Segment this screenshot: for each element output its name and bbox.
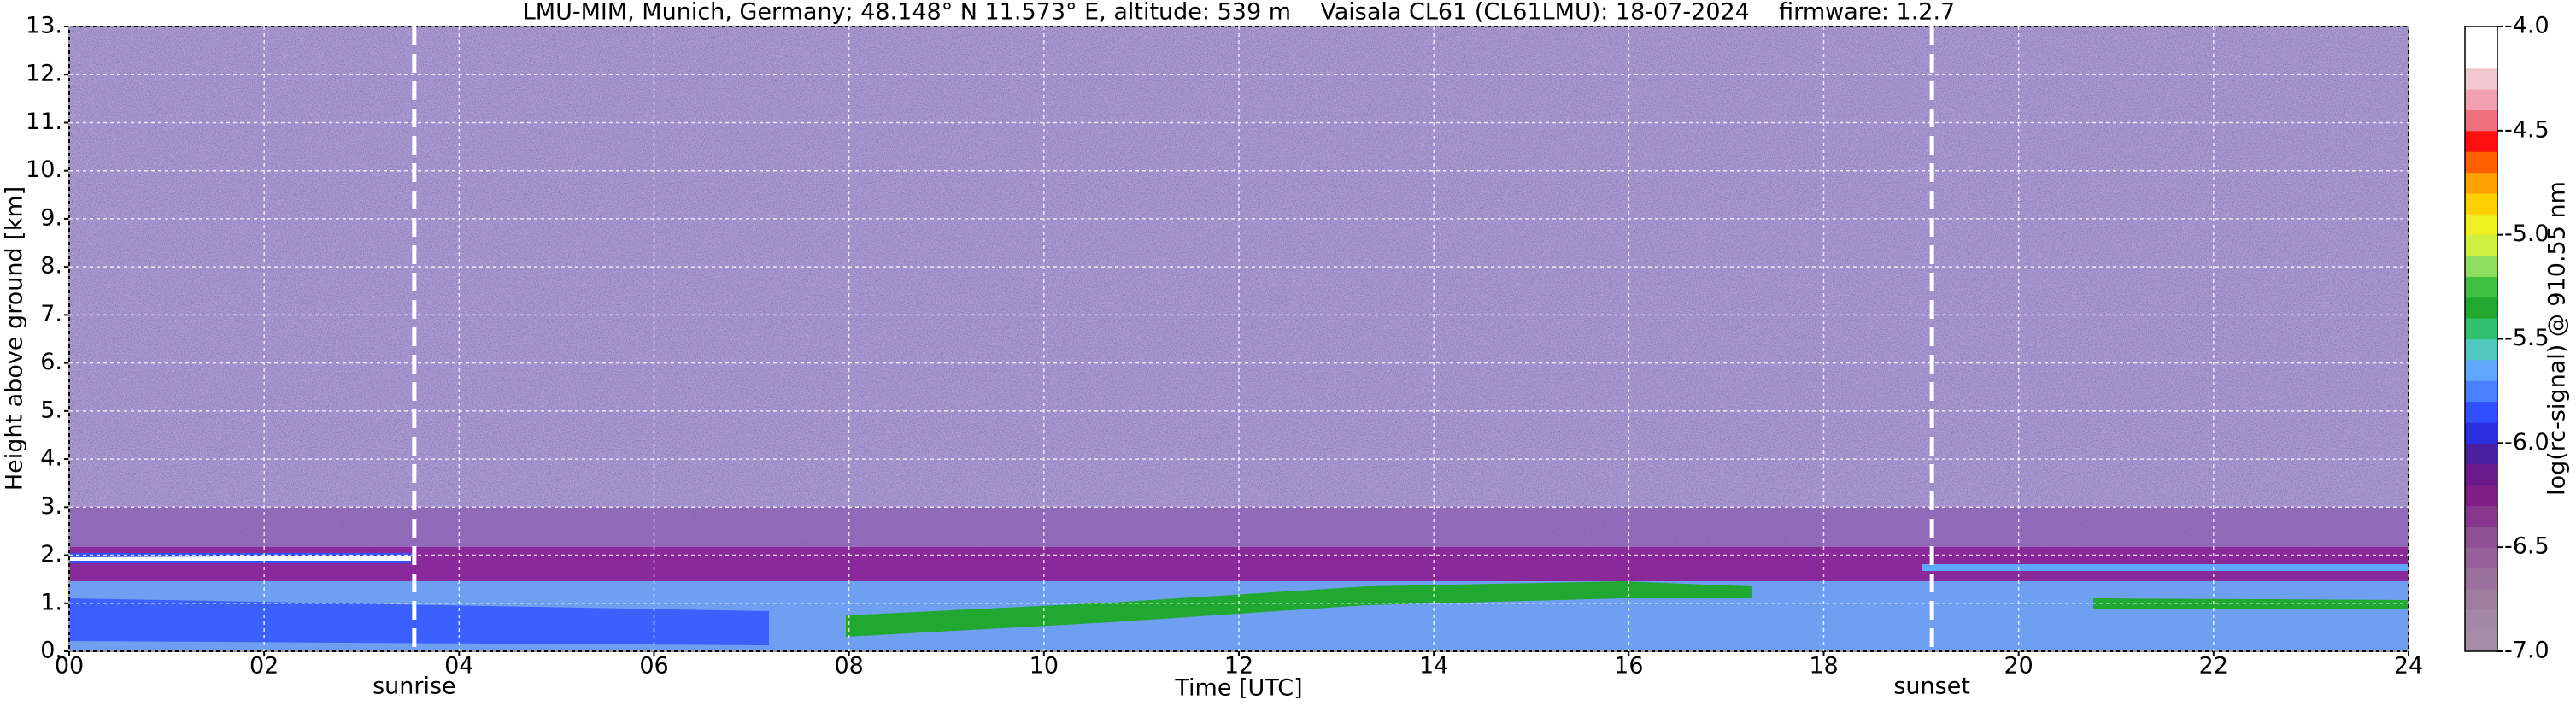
colorbar-swatch — [2465, 109, 2497, 132]
y-tick-label: 0. — [40, 638, 62, 664]
colorbar-swatch — [2465, 547, 2497, 569]
y-tick-label: 6. — [40, 349, 62, 375]
y-axis-label: Height above ground [km] — [2, 186, 28, 491]
colorbar-swatch — [2465, 505, 2497, 527]
y-tick-label: 11. — [26, 109, 62, 135]
x-tick-label: 14 — [1419, 653, 1448, 680]
x-tick-label: 24 — [2394, 653, 2423, 680]
x-tick-label: 16 — [1614, 653, 1643, 680]
colorbar-swatch — [2465, 463, 2497, 485]
colorbar-swatch — [2465, 130, 2497, 152]
annotation-label: sunset — [1893, 674, 1970, 700]
colorbar-swatch — [2465, 151, 2497, 174]
colorbar-swatch — [2465, 192, 2497, 215]
colorbar-tick-label: -6.5 — [2504, 533, 2550, 560]
colorbar-tick-label: -5.0 — [2504, 221, 2550, 247]
colorbar-swatch — [2465, 485, 2497, 506]
y-tick-label: 2. — [40, 541, 62, 568]
colorbar-tick-label: -5.5 — [2504, 325, 2550, 351]
colorbar-swatch — [2465, 338, 2497, 361]
y-tick-label: 4. — [40, 445, 62, 472]
x-tick-label: 08 — [834, 653, 863, 680]
y-tick-label: 5. — [40, 397, 62, 423]
colorbar-swatch — [2465, 214, 2497, 236]
x-tick-label: 00 — [55, 653, 84, 680]
colorbar-swatch — [2465, 588, 2497, 610]
colorbar-tick-label: -4.0 — [2504, 13, 2550, 39]
y-tick-label: 10. — [26, 156, 62, 183]
y-tick-label: 13. — [26, 13, 62, 39]
colorbar-swatch — [2465, 256, 2497, 277]
colorbar-swatch — [2465, 68, 2497, 90]
x-tick-label: 02 — [249, 653, 279, 680]
y-tick-label: 1. — [40, 589, 62, 615]
colorbar-swatch — [2465, 89, 2497, 110]
colorbar-swatch — [2465, 401, 2497, 423]
x-tick-label: 12 — [1224, 653, 1253, 680]
x-tick-label: 20 — [2004, 653, 2033, 680]
colorbar-label: log(rc-signal) @ 910.55 nm — [2544, 181, 2571, 496]
colorbar-tick-label: -4.5 — [2504, 116, 2550, 143]
colorbar-swatch — [2465, 380, 2497, 403]
colorbar-tick-label: -6.0 — [2504, 429, 2550, 456]
colorbar-swatch — [2465, 359, 2497, 381]
colorbar-swatch — [2465, 26, 2497, 48]
x-tick-label: 04 — [444, 653, 473, 680]
x-tick-label: 18 — [1809, 653, 1838, 680]
colorbar-swatch — [2465, 568, 2497, 590]
colorbar-swatch — [2465, 172, 2497, 194]
heatmap — [69, 26, 2409, 651]
colorbar-swatch — [2465, 297, 2497, 319]
y-tick-label: 9. — [40, 204, 62, 231]
annotation-label: sunrise — [373, 674, 456, 700]
colorbar-swatch — [2465, 318, 2497, 339]
colorbar-swatch — [2465, 609, 2497, 632]
colorbar-swatch — [2465, 234, 2497, 256]
colorbar-swatch — [2465, 526, 2497, 548]
colorbar-swatch — [2465, 47, 2497, 69]
y-tick-label: 12. — [26, 61, 62, 87]
chart-title: LMU-MIM, Munich, Germany; 48.148° N 11.5… — [523, 0, 1956, 26]
x-tick-label: 22 — [2199, 653, 2228, 680]
colorbar-tick-label: -7.0 — [2504, 638, 2550, 664]
colorbar-swatch — [2465, 630, 2497, 652]
x-tick-label: 06 — [639, 653, 668, 680]
x-tick-label: 10 — [1030, 653, 1059, 680]
colorbar-swatch — [2465, 276, 2497, 298]
colorbar-swatch — [2465, 443, 2497, 465]
colorbar-swatch — [2465, 421, 2497, 444]
y-tick-label: 8. — [40, 253, 62, 279]
y-tick-label: 7. — [40, 301, 62, 327]
y-tick-label: 3. — [40, 493, 62, 520]
x-axis-label: Time [UTC] — [1174, 675, 1302, 702]
